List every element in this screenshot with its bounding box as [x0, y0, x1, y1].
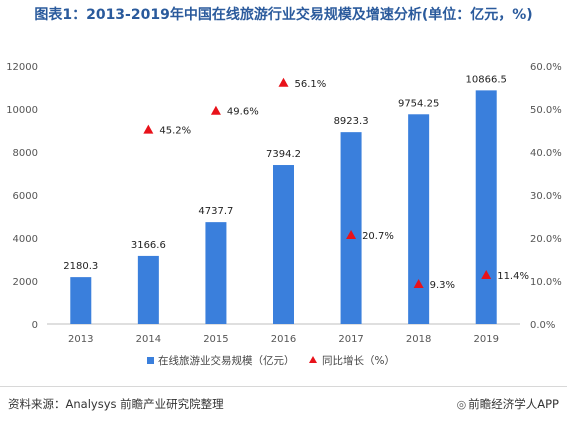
bar	[70, 277, 92, 324]
growth-value-label: 20.7%	[362, 231, 394, 242]
y-right-tick-label: 40.0%	[530, 148, 562, 159]
y-right-tick-label: 0.0%	[530, 320, 555, 331]
bar	[273, 165, 294, 324]
y-left-tick-label: 2000	[13, 277, 38, 288]
bar-value-label: 2180.3	[63, 261, 98, 272]
bar-value-label: 3166.6	[131, 240, 166, 251]
bar	[205, 222, 227, 324]
y-right-tick-label: 30.0%	[530, 191, 562, 202]
y-right-tick-label: 60.0%	[530, 62, 562, 73]
legend-bar-swatch	[147, 357, 154, 364]
bar-chart: 0 2000 4000 6000 8000 10000 12000 0.0% 10.0% 20.0…	[6, 62, 562, 367]
bar	[340, 132, 362, 324]
bar-value-label: 8923.3	[334, 116, 369, 127]
y-left-tick-label: 10000	[6, 105, 38, 116]
x-tick-label: 2014	[136, 334, 161, 345]
source-note: 资料来源：Analysys 前瞻产业研究院整理	[8, 397, 224, 411]
y-right-tick-label: 20.0%	[530, 234, 562, 245]
legend-bar-label: 在线旅游业交易规模（亿元）	[158, 354, 295, 367]
bar-value-label: 4737.7	[198, 206, 233, 217]
growth-value-label: 49.6%	[227, 107, 259, 118]
brand-label: 前瞻经济学人APP	[468, 397, 559, 411]
x-tick-label: 2017	[338, 334, 363, 345]
bar	[408, 114, 430, 324]
growth-value-label: 9.3%	[430, 280, 455, 291]
bar-value-label: 7394.2	[266, 149, 301, 160]
y-left-tick-label: 12000	[6, 62, 38, 73]
y-left-tick-label: 6000	[13, 191, 38, 202]
x-tick-label: 2019	[473, 334, 498, 345]
growth-marker	[210, 105, 221, 115]
growth-marker	[413, 279, 424, 289]
growth-marker	[143, 124, 154, 134]
bar	[137, 255, 159, 324]
growth-marker	[278, 77, 289, 87]
x-tick-label: 2013	[68, 334, 93, 345]
y-left-tick-label: 4000	[13, 234, 38, 245]
y-left-tick-label: 8000	[13, 148, 38, 159]
brand: ◎ 前瞻经济学人APP	[457, 396, 559, 412]
bar-value-label: 10866.5	[466, 74, 507, 85]
y-right-tick-label: 10.0%	[530, 277, 562, 288]
bar	[475, 90, 497, 325]
legend-marker-label: 同比增长（%）	[322, 354, 395, 367]
growth-marker	[346, 229, 357, 239]
growth-marker	[481, 269, 492, 279]
growth-value-label: 11.4%	[497, 271, 529, 282]
bar-value-label: 9754.25	[398, 98, 439, 109]
footer: 资料来源：Analysys 前瞻产业研究院整理 ◎ 前瞻经济学人APP	[0, 386, 567, 424]
chart-title: 图表1：2013-2019年中国在线旅游行业交易规模及增速分析(单位：亿元，%)	[34, 7, 533, 23]
x-tick-label: 2016	[271, 334, 296, 345]
legend-marker-swatch	[309, 356, 317, 363]
x-tick-label: 2018	[406, 334, 431, 345]
growth-value-label: 56.1%	[295, 79, 327, 90]
compass-icon: ◎	[456, 398, 467, 411]
y-left-tick-label: 0	[32, 320, 38, 331]
growth-value-label: 45.2%	[159, 126, 191, 137]
y-right-tick-label: 50.0%	[530, 105, 562, 116]
x-tick-label: 2015	[203, 334, 228, 345]
